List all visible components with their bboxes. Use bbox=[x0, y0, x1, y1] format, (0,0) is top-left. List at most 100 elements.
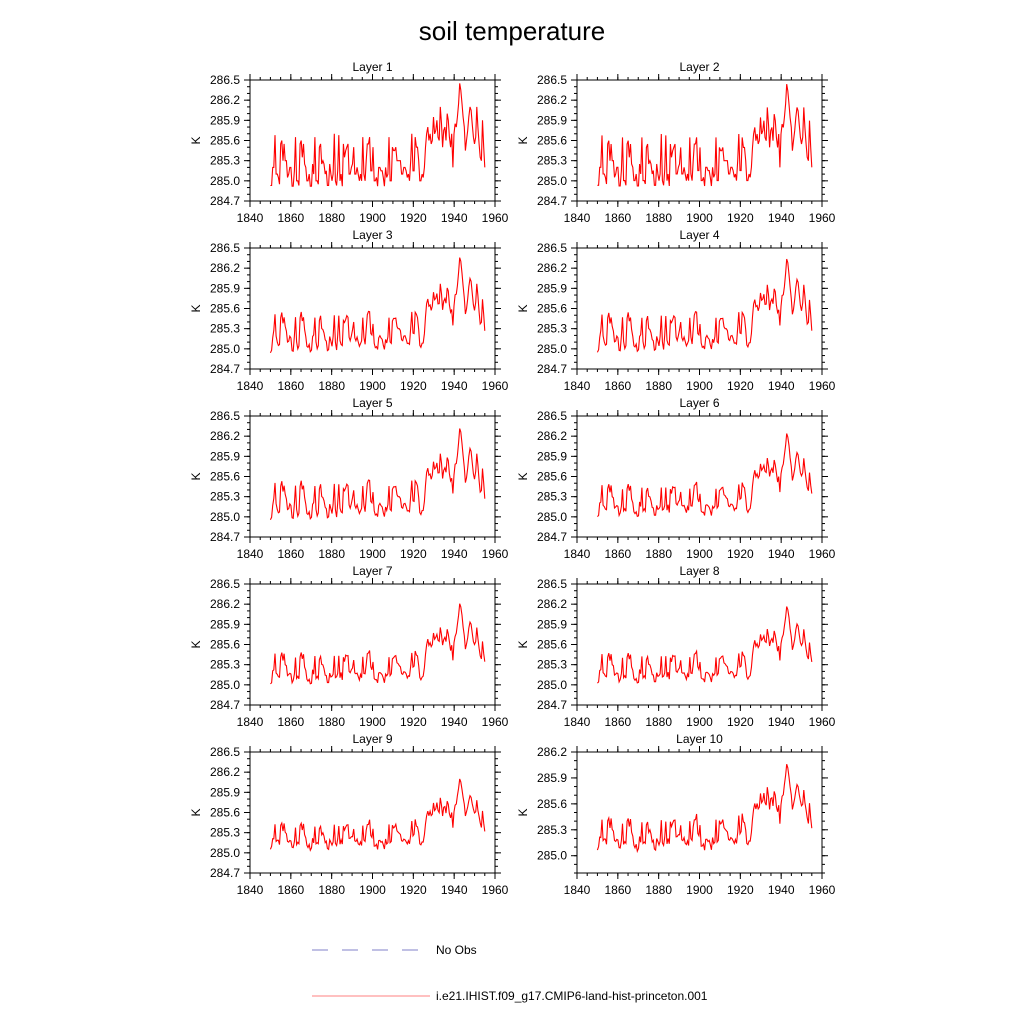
x-tick-label: 1940 bbox=[441, 211, 468, 225]
y-tick-label: 286.5 bbox=[210, 241, 240, 255]
panel-8: Layer 8 284.7 285.0 285.3 285.6 285.9 286.2 286… bbox=[516, 564, 836, 729]
x-tick-label: 1960 bbox=[809, 211, 836, 225]
x-tick-label: 1920 bbox=[400, 715, 427, 729]
y-axis-label: K bbox=[189, 136, 203, 144]
y-tick-label: 285.9 bbox=[537, 617, 567, 631]
y-tick-label: 286.5 bbox=[210, 73, 240, 87]
chart-title: soil temperature bbox=[419, 16, 605, 46]
legend-label-model: i.e21.IHIST.f09_g17.CMIP6-land-hist-prin… bbox=[436, 989, 708, 1003]
y-axis-label: K bbox=[189, 640, 203, 648]
x-tick-label: 1840 bbox=[564, 547, 591, 561]
legend: No Obs i.e21.IHIST.f09_g17.CMIP6-land-his… bbox=[312, 943, 708, 1003]
plot-frame bbox=[576, 247, 823, 370]
y-tick-label: 286.5 bbox=[537, 241, 567, 255]
y-tick-label: 285.6 bbox=[210, 806, 240, 820]
panel-7: Layer 7 284.7 285.0 285.3 285.6 285.9 286.2 286… bbox=[189, 564, 509, 729]
y-tick-label: 286.2 bbox=[537, 597, 567, 611]
x-tick-label: 1920 bbox=[400, 883, 427, 897]
panel-grid: Layer 1 284.7 285.0 285.3 285.6 285.9 286.2 286… bbox=[189, 60, 836, 897]
y-tick-label: 285.6 bbox=[210, 302, 240, 316]
y-tick-label: 285.9 bbox=[537, 281, 567, 295]
x-tick-label: 1920 bbox=[400, 211, 427, 225]
x-tick-label: 1860 bbox=[277, 547, 304, 561]
y-tick-label: 285.6 bbox=[210, 638, 240, 652]
series-line bbox=[596, 764, 813, 854]
x-tick-label: 1900 bbox=[359, 547, 386, 561]
x-tick-label: 1940 bbox=[768, 547, 795, 561]
x-tick-label: 1880 bbox=[645, 715, 672, 729]
series-line bbox=[597, 606, 813, 684]
panel-title: Layer 6 bbox=[679, 396, 719, 410]
plot-frame bbox=[576, 751, 823, 874]
y-tick-label: 285.0 bbox=[537, 174, 567, 188]
x-tick-label: 1960 bbox=[482, 211, 509, 225]
panel-title: Layer 2 bbox=[679, 60, 719, 74]
panel-3: Layer 3 284.7 285.0 285.3 285.6 285.9 286.2 286… bbox=[189, 228, 509, 393]
y-tick-label: 285.0 bbox=[210, 174, 240, 188]
x-tick-label: 1940 bbox=[441, 883, 468, 897]
x-tick-label: 1860 bbox=[277, 211, 304, 225]
x-tick-label: 1920 bbox=[727, 883, 754, 897]
series-line bbox=[269, 257, 486, 354]
y-tick-label: 284.7 bbox=[537, 698, 567, 712]
x-tick-label: 1860 bbox=[604, 883, 631, 897]
series-line bbox=[269, 778, 486, 852]
y-tick-label: 286.2 bbox=[210, 429, 240, 443]
panel-10: Layer 10 285.0 285.3 285.6 285.9 286.2 1840 186… bbox=[516, 732, 836, 897]
y-tick-label: 285.9 bbox=[537, 449, 567, 463]
panel-title: Layer 4 bbox=[679, 228, 719, 242]
x-tick-label: 1840 bbox=[564, 211, 591, 225]
x-tick-label: 1960 bbox=[809, 547, 836, 561]
x-tick-label: 1880 bbox=[318, 883, 345, 897]
plot-frame bbox=[249, 583, 496, 706]
y-tick-label: 284.7 bbox=[210, 362, 240, 376]
y-tick-label: 285.0 bbox=[210, 678, 240, 692]
x-tick-label: 1880 bbox=[645, 547, 672, 561]
y-tick-label: 284.7 bbox=[210, 698, 240, 712]
y-tick-label: 285.6 bbox=[210, 134, 240, 148]
y-tick-label: 286.5 bbox=[537, 577, 567, 591]
y-tick-label: 285.6 bbox=[537, 302, 567, 316]
x-tick-label: 1940 bbox=[768, 211, 795, 225]
y-axis-label: K bbox=[516, 640, 530, 648]
y-tick-label: 284.7 bbox=[537, 530, 567, 544]
series-line bbox=[269, 428, 486, 521]
y-tick-label: 285.3 bbox=[210, 826, 240, 840]
x-tick-label: 1960 bbox=[809, 883, 836, 897]
series-line bbox=[597, 433, 813, 518]
y-tick-label: 284.7 bbox=[210, 866, 240, 880]
plot-frame bbox=[249, 247, 496, 370]
panel-9: Layer 9 284.7 285.0 285.3 285.6 285.9 286.2 286… bbox=[189, 732, 509, 897]
plot-frame bbox=[249, 415, 496, 538]
y-axis-label: K bbox=[189, 304, 203, 312]
y-tick-label: 285.9 bbox=[210, 785, 240, 799]
y-tick-label: 285.0 bbox=[210, 510, 240, 524]
x-tick-label: 1880 bbox=[645, 211, 672, 225]
x-tick-label: 1900 bbox=[359, 715, 386, 729]
panel-5: Layer 5 284.7 285.0 285.3 285.6 285.9 286.2 286… bbox=[189, 396, 509, 561]
y-tick-label: 286.2 bbox=[537, 261, 567, 275]
y-tick-label: 286.2 bbox=[210, 597, 240, 611]
y-tick-label: 285.9 bbox=[537, 113, 567, 127]
y-tick-label: 285.6 bbox=[210, 470, 240, 484]
x-tick-label: 1860 bbox=[604, 379, 631, 393]
y-tick-label: 285.3 bbox=[537, 490, 567, 504]
y-tick-label: 285.0 bbox=[210, 846, 240, 860]
y-axis-label: K bbox=[516, 472, 530, 480]
y-axis-label: K bbox=[189, 472, 203, 480]
x-tick-label: 1960 bbox=[482, 379, 509, 393]
y-tick-label: 285.3 bbox=[210, 490, 240, 504]
series-line bbox=[597, 84, 813, 187]
x-tick-label: 1840 bbox=[237, 715, 264, 729]
y-tick-label: 286.5 bbox=[537, 73, 567, 87]
y-tick-label: 285.3 bbox=[537, 823, 567, 837]
y-tick-label: 286.5 bbox=[210, 577, 240, 591]
y-tick-label: 285.3 bbox=[210, 322, 240, 336]
panel-title: Layer 10 bbox=[676, 732, 723, 746]
x-tick-label: 1900 bbox=[686, 883, 713, 897]
panel-title: Layer 5 bbox=[352, 396, 392, 410]
y-tick-label: 285.6 bbox=[537, 638, 567, 652]
y-tick-label: 285.0 bbox=[537, 510, 567, 524]
y-tick-label: 286.2 bbox=[537, 745, 567, 759]
